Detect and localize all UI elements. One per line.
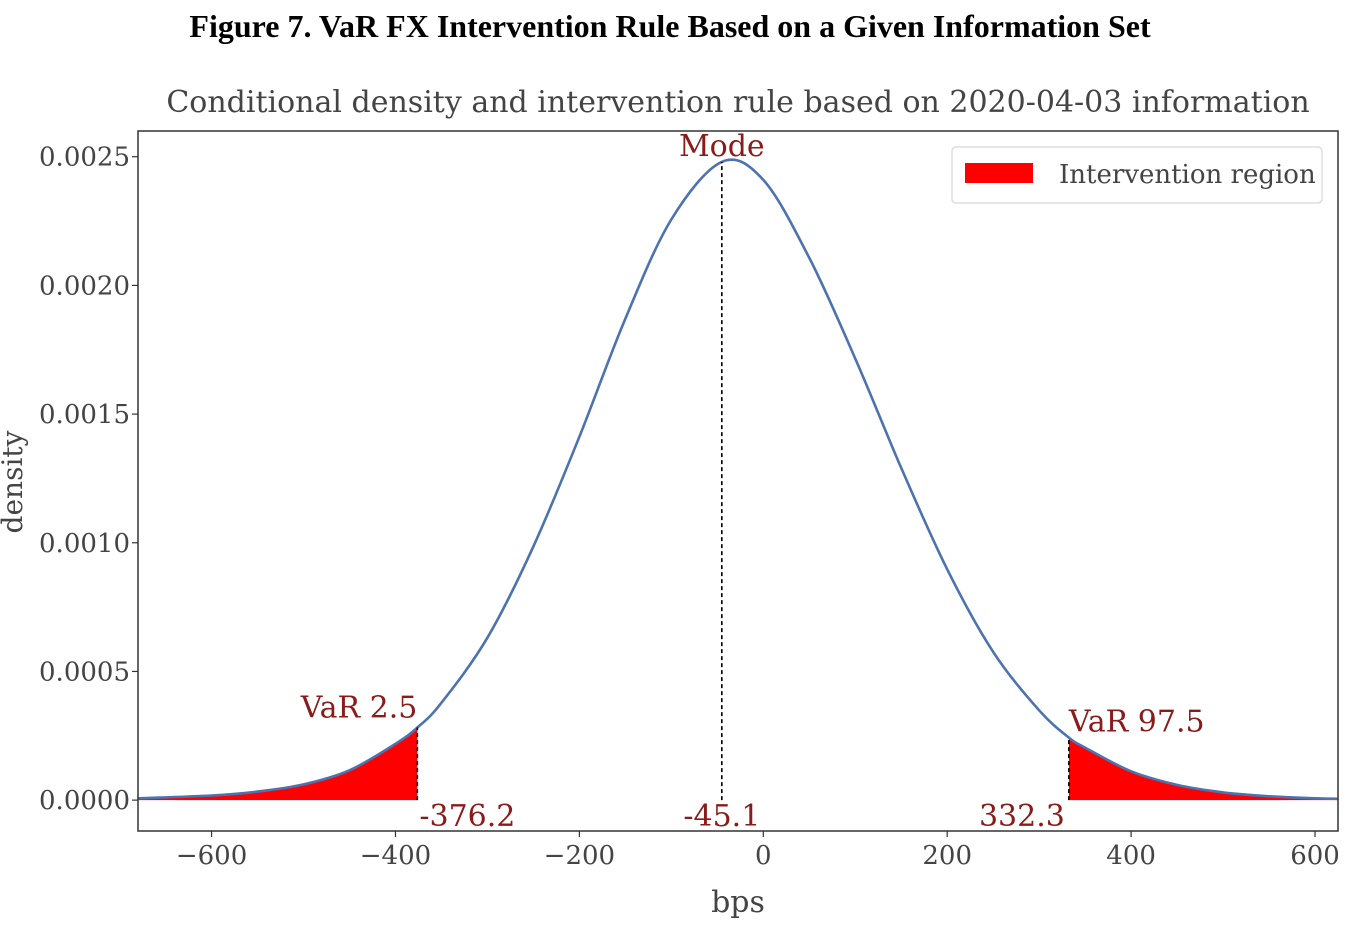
x-tick-label: 0 <box>755 841 772 871</box>
var-2.5-name-label: VaR 2.5 <box>300 691 418 726</box>
intervention-region-left <box>138 727 418 801</box>
x-tick-label: 400 <box>1106 841 1156 871</box>
mode-name-label: Mode <box>679 129 765 164</box>
intervention-fills <box>138 727 1338 801</box>
marker-annotations: VaR 2.5 -376.2 Mode -45.1 VaR 97.5 332.3 <box>300 129 1205 834</box>
y-tick-label: 0.0025 <box>39 143 130 173</box>
plot-frame <box>137 130 1339 832</box>
var-97.5-value-label: 332.3 <box>979 799 1065 834</box>
x-tick-label: −200 <box>544 841 615 871</box>
legend-swatch <box>965 163 1033 183</box>
y-axis-ticks: 0.0000 0.0005 0.0010 0.0015 0.0020 0.0025 <box>39 143 138 816</box>
legend-box <box>951 146 1323 204</box>
legend: Intervention region <box>951 146 1323 204</box>
y-tick-label: 0.0010 <box>39 529 130 559</box>
x-tick-label: 200 <box>922 841 972 871</box>
intervention-region-right <box>1068 737 1338 801</box>
y-tick-label: 0.0015 <box>39 400 130 430</box>
y-tick-label: 0.0020 <box>39 271 130 301</box>
var-97.5-name-label: VaR 97.5 <box>1068 705 1205 740</box>
y-tick-label: 0.0005 <box>39 657 130 687</box>
marker-lines <box>416 161 1070 801</box>
y-axis-label: density <box>0 430 29 533</box>
y-tick-label: 0.0000 <box>39 786 130 816</box>
legend-label: Intervention region <box>1059 160 1316 190</box>
figure-heading: Figure 7. VaR FX Intervention Rule Based… <box>189 8 1151 44</box>
density-curve-layer <box>137 158 1339 801</box>
x-axis-label: bps <box>711 885 765 920</box>
density-curve <box>137 158 1339 801</box>
x-axis-ticks: −600 −400 −200 0 200 400 600 <box>176 831 1340 871</box>
mode-value-label: -45.1 <box>683 799 760 834</box>
var-2.5-value-label: -376.2 <box>419 799 515 834</box>
x-tick-label: −400 <box>360 841 431 871</box>
chart-title: Conditional density and intervention rul… <box>166 85 1309 120</box>
x-tick-label: −600 <box>176 841 247 871</box>
x-tick-label: 600 <box>1290 841 1340 871</box>
